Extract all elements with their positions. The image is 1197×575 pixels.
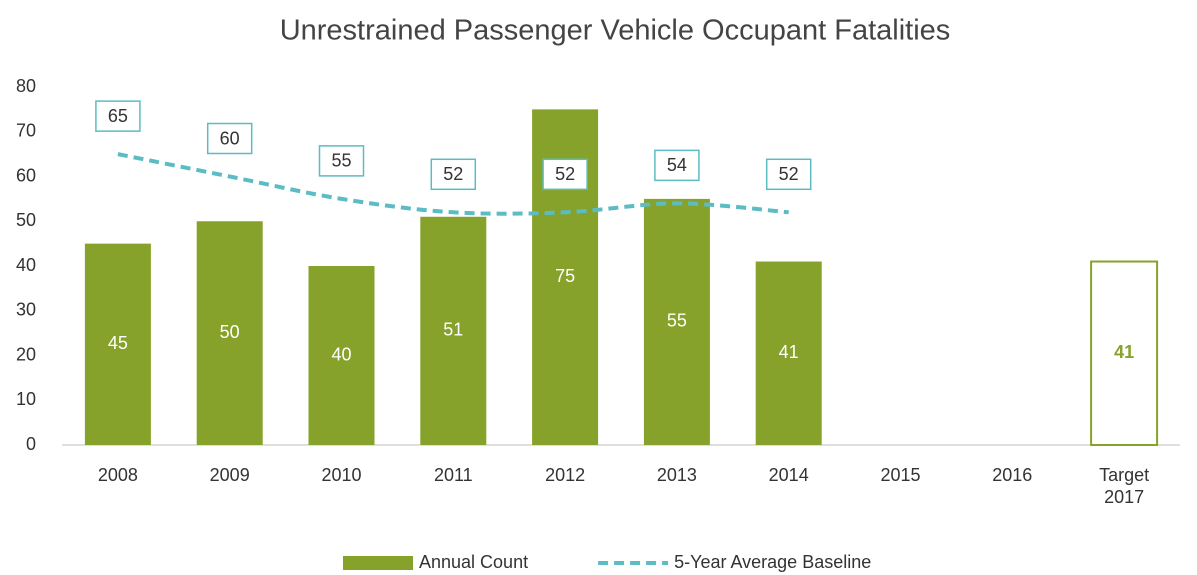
y-tick-label: 20 [16, 344, 36, 364]
y-tick-label: 40 [16, 255, 36, 275]
line-label-box [654, 149, 700, 182]
bar-value-label: 45 [108, 333, 128, 353]
line-value-label: 65 [108, 106, 128, 126]
x-tick-label: 2008 [97, 465, 138, 485]
x-tick-label: Target 2017 [1099, 465, 1150, 507]
bar-value-label: 51 [443, 320, 463, 340]
x-tick-label: 2010 [321, 465, 362, 485]
line-value-label: 60 [220, 128, 240, 148]
y-tick-label: 30 [16, 300, 36, 320]
line [117, 152, 789, 216]
y-tick-label: 50 [16, 210, 36, 230]
bar-value-label: 75 [555, 266, 575, 286]
x-tick-label: 2012 [545, 465, 586, 485]
line-value-label: 55 [331, 151, 351, 171]
line-label-box [95, 100, 141, 132]
bar-value-label: 50 [220, 322, 240, 342]
legend-swatch [343, 556, 413, 570]
line-value-label: 52 [443, 164, 463, 184]
y-tick-label: 60 [16, 165, 36, 185]
x-tick-label: 2016 [992, 465, 1033, 485]
x-tick-label: 2014 [768, 465, 809, 485]
bar [84, 243, 151, 445]
bar-value-label: 41 [779, 342, 799, 362]
bar [308, 266, 375, 445]
legend-label: Annual Count [419, 552, 528, 572]
y-tick-label: 0 [26, 434, 36, 454]
line-label-box [206, 122, 253, 155]
line-value-label: 54 [667, 155, 687, 175]
bar [196, 221, 263, 445]
y-tick-label: 10 [16, 389, 36, 409]
line-value-label: 52 [555, 164, 575, 184]
line-label-box [542, 158, 588, 191]
x-tick-label: 2015 [880, 465, 921, 485]
line-value-label: 52 [779, 164, 799, 184]
bar [1090, 260, 1159, 446]
bar-value-label: 55 [667, 311, 687, 331]
line-label-box [430, 158, 477, 191]
legend-label: 5-Year Average Baseline [674, 552, 871, 572]
bar-value-label: 41 [1114, 342, 1134, 362]
bar [755, 261, 822, 445]
x-tick-label: 2009 [209, 465, 250, 485]
y-tick-label: 80 [16, 76, 36, 96]
x-tick-label: 2011 [433, 465, 473, 485]
bar [643, 198, 710, 445]
x-tick-label: 2013 [656, 465, 697, 485]
chart-title: Unrestrained Passenger Vehicle Occupant … [280, 15, 951, 47]
line-label-box [765, 158, 812, 191]
line-label-box [318, 145, 365, 177]
bar [420, 216, 487, 445]
y-tick-label: 70 [16, 121, 36, 141]
bar-value-label: 40 [331, 344, 351, 364]
